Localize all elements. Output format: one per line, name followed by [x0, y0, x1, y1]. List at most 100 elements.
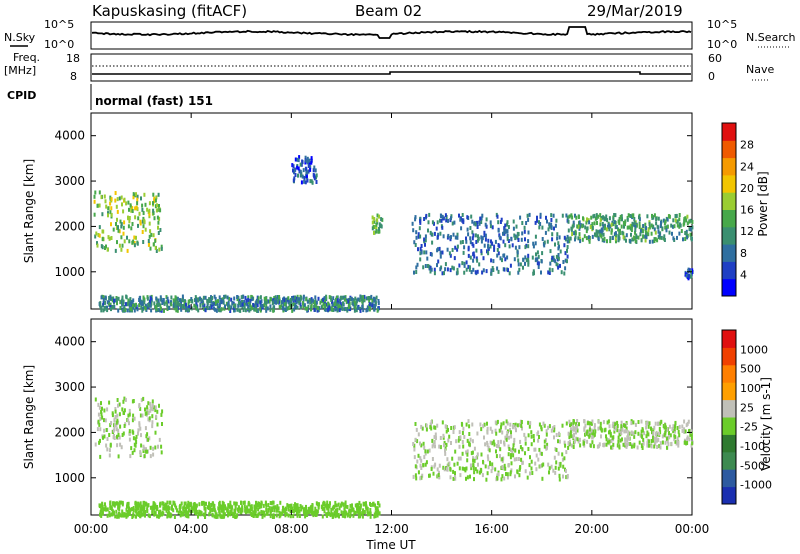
- power-echo-cell: [378, 226, 380, 231]
- velocity-echo-cell: [164, 506, 167, 511]
- velocity-echo-cell: [653, 425, 656, 430]
- power-echo-cell: [215, 308, 218, 313]
- power-echo-cell: [579, 239, 582, 244]
- velocity-echo-cell: [624, 441, 627, 446]
- power-echo-cell: [442, 234, 445, 239]
- power-echo-cell: [115, 222, 117, 226]
- power-colorbar-segment: [722, 226, 736, 245]
- velocity-echo-cell: [599, 421, 602, 426]
- power-echo-cell: [377, 299, 380, 303]
- velocity-echo-cell: [99, 509, 102, 514]
- velocity-echo-cell: [653, 444, 656, 449]
- power-echo-cell: [678, 217, 681, 222]
- velocity-echo-cell: [578, 437, 581, 442]
- power-echo-cell: [96, 203, 99, 208]
- power-echo-cell: [301, 174, 304, 179]
- power-echo-cell: [672, 224, 674, 229]
- velocity-echo-cell: [161, 512, 164, 517]
- velocity-echo-cell: [414, 473, 417, 478]
- power-echo-cell: [377, 301, 380, 306]
- velocity-colorbar-segment: [722, 486, 736, 505]
- velocity-echo-cell: [670, 441, 673, 446]
- power-echo-cell: [411, 221, 414, 226]
- power-echo-cell: [498, 235, 501, 240]
- power-echo-cell: [322, 297, 325, 302]
- power-echo-cell: [134, 305, 137, 310]
- velocity-echo-cell: [445, 467, 448, 472]
- power-echo-cell: [524, 237, 526, 242]
- velocity-echo-cell: [432, 471, 435, 476]
- velocity-echo-cell: [630, 430, 633, 435]
- power-echo-cell: [104, 199, 107, 204]
- velocity-echo-cell: [114, 415, 117, 419]
- velocity-echo-cell: [491, 441, 494, 446]
- power-echo-cell: [491, 225, 494, 230]
- velocity-echo-cell: [269, 509, 272, 514]
- power-colorbar-tick: 12: [740, 225, 754, 238]
- power-echo-cell: [668, 230, 671, 235]
- velocity-echo-cell: [145, 502, 148, 507]
- power-echo-cell: [461, 240, 464, 244]
- velocity-echo-cell: [656, 438, 658, 443]
- nsearch-tick-bottom: 10^0: [707, 38, 737, 51]
- velocity-echo-cell: [612, 421, 615, 426]
- power-echo-cell: [592, 214, 595, 219]
- velocity-echo-cell: [636, 445, 639, 450]
- velocity-echo-cell: [184, 501, 187, 506]
- power-echo-cell: [131, 209, 134, 213]
- power-echo-cell: [500, 217, 503, 222]
- velocity-echo-cell: [460, 421, 463, 426]
- power-echo-cell: [587, 218, 590, 223]
- nave-tick-top: 60: [708, 52, 722, 65]
- power-echo-cell: [236, 307, 239, 312]
- velocity-echo-cell: [302, 509, 305, 514]
- velocity-echo-cell: [625, 429, 627, 434]
- power-echo-cell: [157, 298, 160, 303]
- power-echo-cell: [220, 297, 223, 302]
- power-echo-cell: [556, 257, 559, 262]
- power-echo-cell: [123, 197, 126, 202]
- velocity-echo-cell: [356, 502, 359, 507]
- power-echo-cell: [482, 268, 485, 273]
- power-echo-cell: [315, 300, 318, 305]
- power-echo-cell: [599, 218, 602, 223]
- power-echo-cell: [483, 233, 486, 238]
- velocity-echo-cell: [512, 443, 515, 448]
- power-echo-cell: [424, 264, 427, 268]
- power-echo-cell: [498, 233, 501, 238]
- power-echo-cell: [609, 236, 612, 241]
- power-echo-cell: [574, 235, 577, 240]
- power-echo-cell: [144, 202, 147, 207]
- power-echo-cell: [683, 219, 686, 224]
- power-echo-cell: [148, 201, 151, 206]
- power-echo-cell: [614, 225, 617, 230]
- power-echo-cell: [620, 224, 623, 229]
- power-echo-cell: [484, 237, 487, 242]
- velocity-echo-cell: [115, 501, 118, 506]
- velocity-echo-cell: [137, 502, 140, 507]
- velocity-echo-cell: [657, 421, 660, 426]
- power-echo-cell: [179, 298, 181, 303]
- power-echo-cell: [420, 249, 423, 254]
- velocity-echo-cell: [114, 409, 117, 414]
- velocity-echo-cell: [246, 509, 249, 514]
- velocity-echo-cell: [191, 508, 194, 513]
- power-echo-cell: [572, 223, 575, 228]
- power-echo-cell: [645, 231, 647, 235]
- power-echo-cell: [307, 304, 310, 309]
- velocity-echo-cell: [420, 443, 423, 448]
- x-tick-label: 00:00: [675, 522, 710, 536]
- velocity-echo-cell: [296, 511, 299, 516]
- velocity-echo-cell: [554, 470, 557, 475]
- velocity-echo-cell: [363, 510, 366, 514]
- power-echo-cell: [299, 302, 302, 307]
- power-echo-cell: [312, 172, 315, 177]
- velocity-echo-cell: [233, 501, 236, 506]
- velocity-echo-cell: [641, 443, 644, 448]
- power-echo-cell: [122, 308, 125, 313]
- power-echo-cell: [149, 303, 152, 308]
- velocity-echo-cell: [140, 510, 143, 515]
- velocity-echo-cell: [307, 507, 310, 511]
- power-echo-cell: [264, 297, 267, 301]
